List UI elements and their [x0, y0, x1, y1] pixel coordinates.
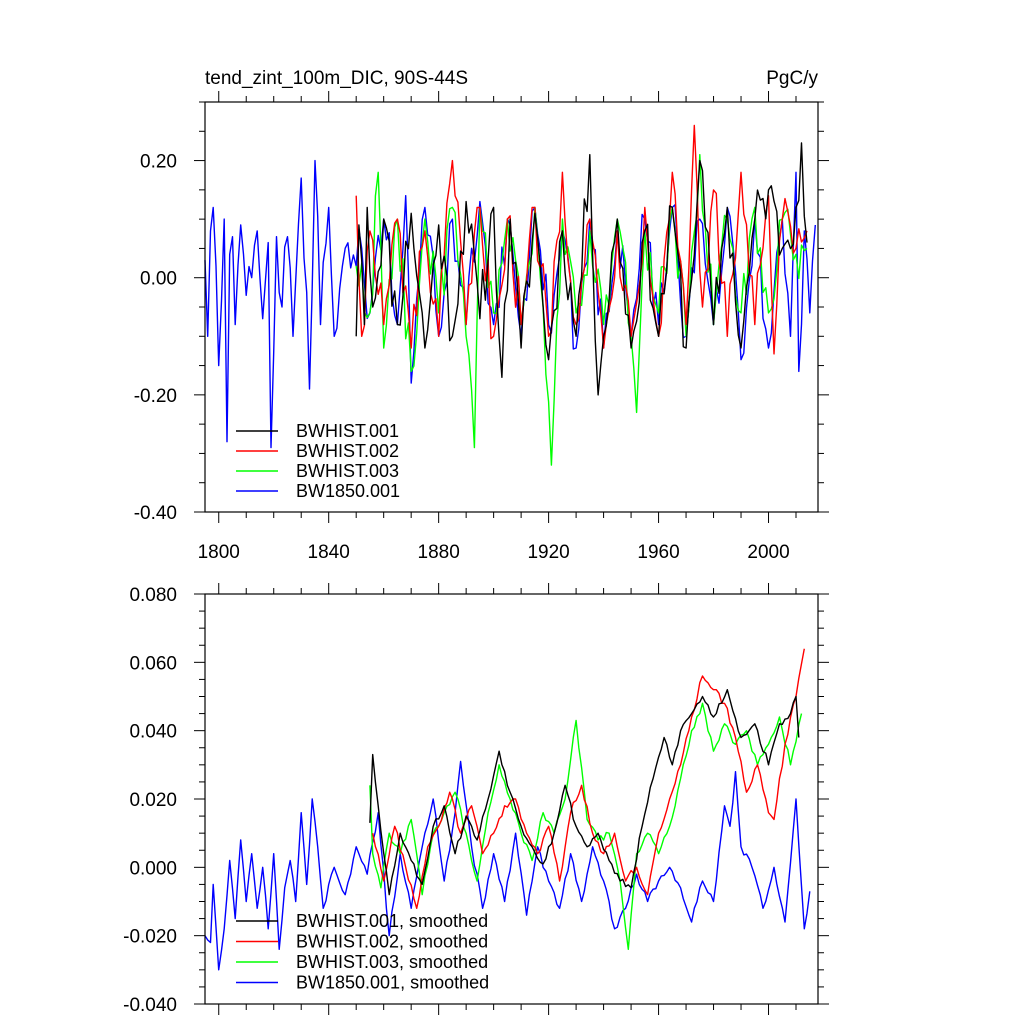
top-axis-ticks: 1800 1840 1880 1920 1960 2000 -0.40 -0.20 0.00 0.… — [134, 91, 829, 563]
legend-label: BWHIST.002 — [296, 441, 399, 461]
legend-label: BWHIST.001 — [296, 421, 399, 441]
top-chart-units: PgC/y — [766, 68, 818, 89]
series-line-bwhist-003 — [355, 153, 808, 466]
y-tick-label: 0.20 — [140, 152, 177, 173]
series-line-bw1850-001 — [204, 159, 816, 449]
bottom-plot-frame — [204, 593, 819, 1005]
y-tick-label: 0.000 — [129, 858, 177, 879]
x-tick-label: 2000 — [747, 542, 789, 563]
bottom-axis-ticks: -0.040 -0.020 0.000 0.020 0.040 0.060 0.080 — [123, 583, 829, 1016]
legend-label: BWHIST.003 — [296, 461, 399, 481]
bottom-panel: -0.040 -0.020 0.000 0.020 0.040 0.060 0.080 BW… — [123, 583, 829, 1016]
top-plot-frame — [204, 101, 819, 513]
x-tick-label: 1840 — [308, 542, 350, 563]
legend-label: BWHIST.001, smoothed — [296, 911, 488, 931]
y-tick-label: -0.20 — [134, 386, 177, 407]
y-tick-label: -0.020 — [123, 927, 177, 948]
top-chart-title: tend_zint_100m_DIC, 90S-44S — [205, 68, 468, 89]
series-line-bw1850-001-smoothed — [204, 760, 811, 971]
x-tick-label: 1880 — [418, 542, 460, 563]
series-line-bwhist-001-smoothed — [369, 689, 800, 896]
y-tick-label: -0.40 — [134, 503, 177, 524]
x-tick-label: 1800 — [198, 542, 240, 563]
top-panel: tend_zint_100m_DIC, 90S-44S PgC/y 1800 18… — [134, 68, 829, 563]
y-tick-label: 0.080 — [129, 585, 177, 606]
x-tick-label: 1920 — [527, 542, 569, 563]
legend-label: BW1850.001 — [296, 481, 400, 501]
y-tick-label: 0.020 — [129, 790, 177, 811]
y-tick-label: 0.040 — [129, 722, 177, 743]
legend-label: BWHIST.003, smoothed — [296, 952, 488, 972]
bottom-series-group — [204, 648, 811, 971]
y-tick-label: 0.00 — [140, 269, 177, 290]
top-series-group — [204, 124, 816, 466]
series-line-bwhist-001 — [355, 142, 808, 396]
legend-label: BWHIST.002, smoothed — [296, 932, 488, 952]
x-tick-label: 1960 — [637, 542, 679, 563]
y-tick-label: 0.060 — [129, 653, 177, 674]
legend-label: BW1850.001, smoothed — [296, 973, 489, 993]
y-tick-label: -0.040 — [123, 995, 177, 1016]
